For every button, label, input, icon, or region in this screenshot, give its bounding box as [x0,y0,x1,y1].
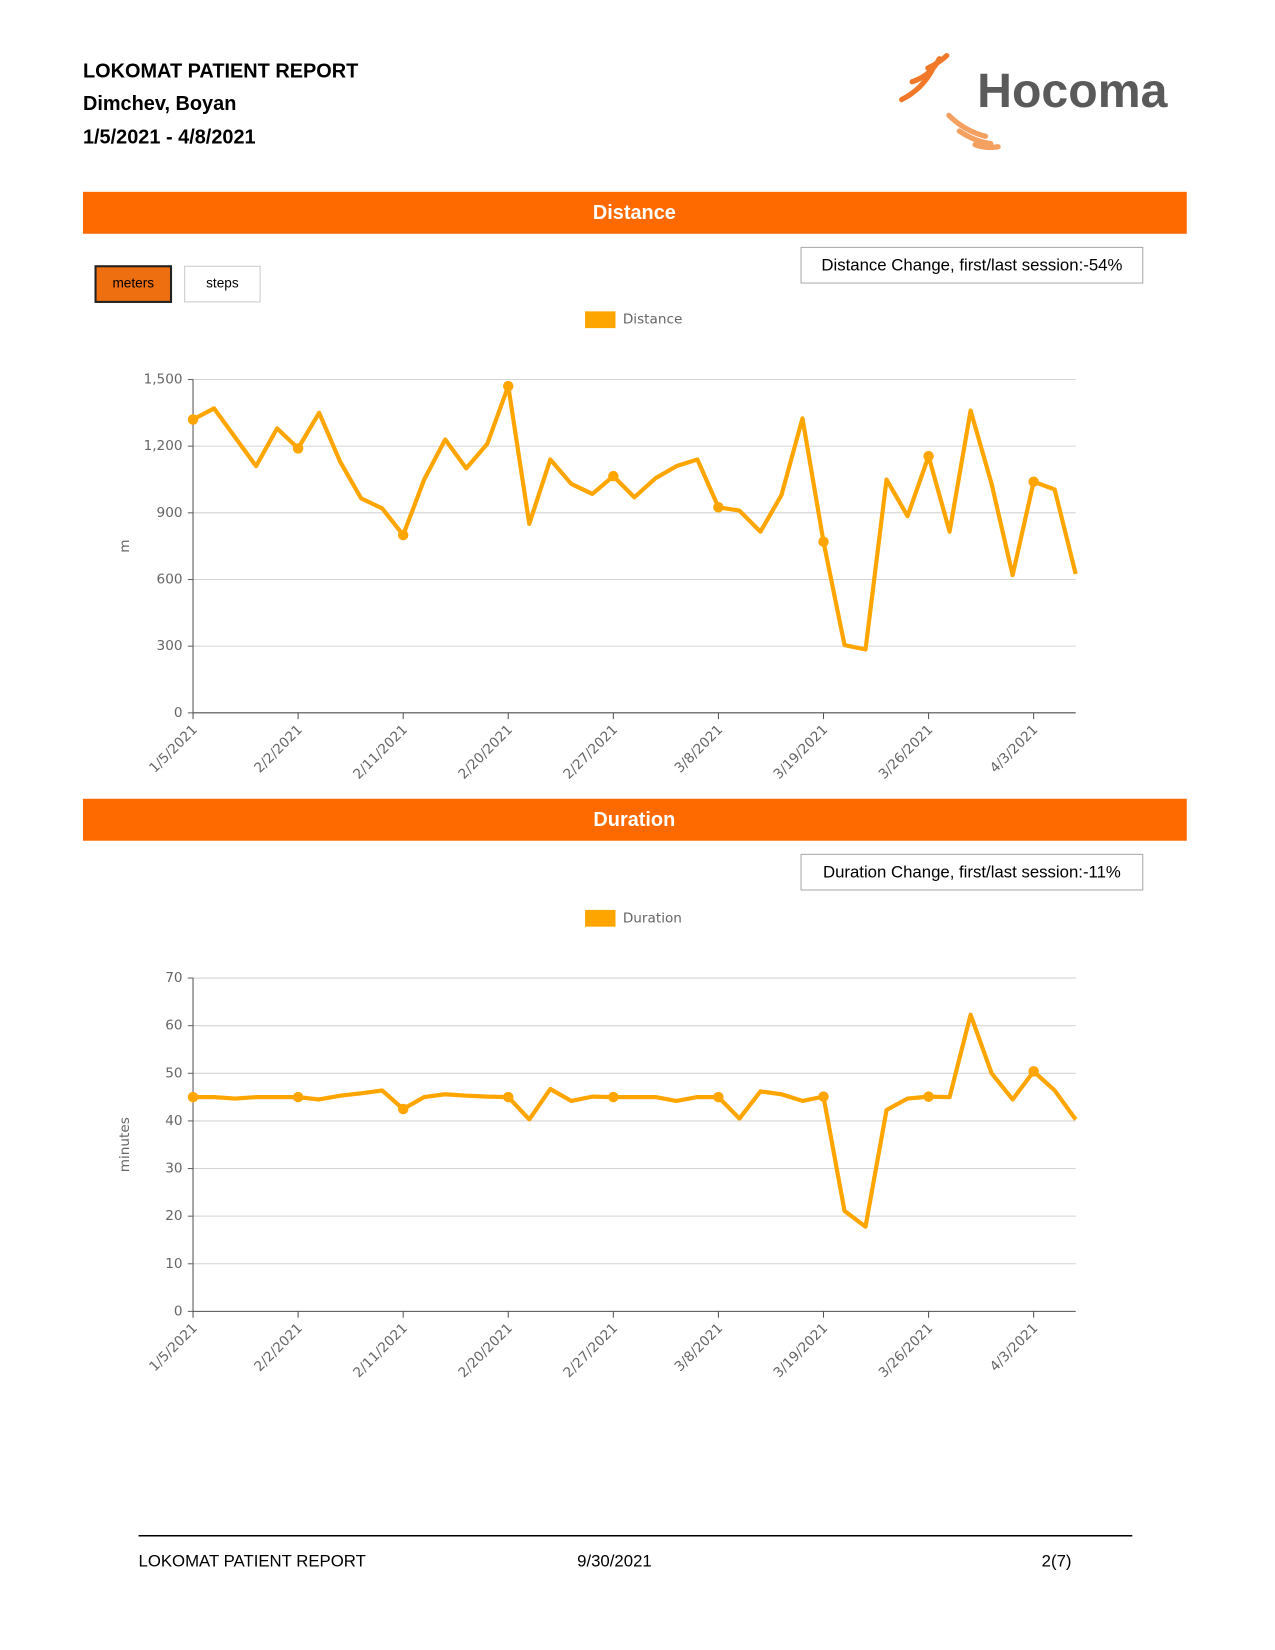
change-box [800,853,1144,891]
footer-title: LOKOMAT PATIENT REPORT [139,1551,366,1570]
y-tick-label: 20 [165,1208,182,1224]
data-point [292,1091,304,1103]
data-line [192,384,1078,652]
y-tick-label: 0 [174,705,183,721]
x-tick-label: 2/27/2021 [560,1320,621,1381]
y-tick-label: 300 [157,638,183,654]
data-point [503,380,514,392]
x-tick-label: 2/2/2021 [251,722,306,777]
footer-date: 9/30/2021 [577,1551,652,1570]
x-tick-label: 2/20/2021 [455,1320,516,1381]
x-tick-label: 1/5/2021 [146,1320,201,1375]
data-point [503,1091,514,1103]
report-title: LOKOMAT PATIENT REPORT [83,61,358,83]
logo-mark [899,52,1001,151]
legend-swatch [585,311,616,329]
y-tick-label: 0 [174,1303,183,1319]
y-axis-label: m [117,540,133,553]
date-range: 1/5/2021 - 4/8/2021 [83,127,256,149]
x-tick-label: 4/3/2021 [987,1320,1042,1375]
change-text: Distance Change, first/last session:-54% [821,256,1122,275]
y-tick-label: 1,500 [144,371,183,387]
data-point [187,1091,199,1103]
data-point [608,1091,619,1103]
y-tick-label: 60 [165,1018,182,1034]
x-tick-label: 2/11/2021 [350,1320,411,1381]
button-label[interactable]: meters [112,276,154,291]
data-point [292,443,304,454]
y-tick-label: 70 [165,970,182,986]
y-tick-label: 900 [157,505,183,521]
patient-name: Dimchev, Boyan [83,93,236,115]
section-title: Duration [593,809,675,831]
unit-toggle[interactable]: meters steps [94,265,261,303]
change-text: Duration Change, first/last session:-11% [823,863,1121,882]
data-point [397,529,409,541]
legend-label: Distance [623,312,683,328]
section-bar [82,798,1187,841]
x-tick-label: 2/20/2021 [455,722,516,783]
data-point [608,470,619,482]
y-tick-label: 600 [157,571,183,587]
x-tick-label: 3/26/2021 [876,722,937,783]
data-point [1028,476,1039,487]
data-point [818,536,829,547]
y-tick-label: 50 [165,1065,182,1081]
x-tick-label: 3/26/2021 [876,1320,937,1381]
section-bar [82,191,1187,234]
legend-swatch [585,909,616,927]
button-steps[interactable] [184,265,261,303]
y-tick-label: 30 [165,1161,182,1177]
x-tick-label: 2/27/2021 [560,722,621,783]
x-tick-label: 1/5/2021 [146,722,201,777]
data-point [713,1091,724,1103]
data-point [923,1091,934,1102]
x-tick-label: 3/19/2021 [771,722,832,783]
data-point [713,502,724,513]
x-tick-label: 3/8/2021 [672,1320,727,1375]
x-tick-label: 4/3/2021 [987,722,1042,777]
x-tick-label: 3/19/2021 [771,1320,832,1381]
data-point [923,450,934,462]
x-tick-label: 3/8/2021 [672,722,727,777]
legend-label: Duration [623,910,682,926]
data-point [1028,1066,1039,1077]
section-title: Distance [593,202,676,224]
y-tick-label: 40 [165,1113,182,1129]
y-tick-label: 10 [165,1256,182,1272]
y-axis-label: minutes [117,1117,133,1172]
y-tick-label: 1,200 [144,438,183,454]
button-label[interactable]: steps [206,276,239,291]
x-tick-label: 2/11/2021 [350,722,411,783]
change-box [800,246,1144,284]
footer-page: 2(7) [1042,1551,1072,1570]
button-meters[interactable] [94,265,173,303]
data-point [818,1091,829,1102]
x-tick-label: 2/2/2021 [251,1320,306,1375]
logo-text: Hocoma [977,64,1168,118]
data-point [397,1103,409,1115]
data-point [187,414,199,425]
